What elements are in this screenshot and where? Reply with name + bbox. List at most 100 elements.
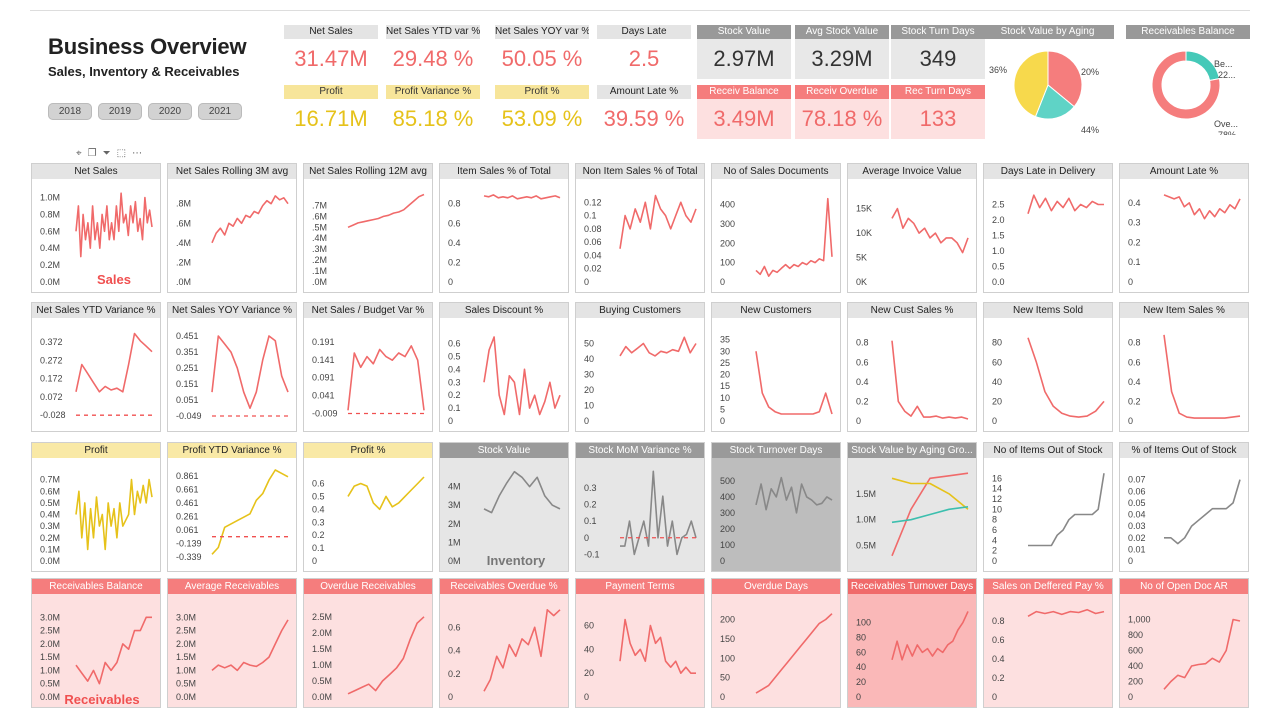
chart-title: Days Late in Delivery bbox=[984, 164, 1112, 179]
chart-tile-net-sales-rolling-3m-avg[interactable]: Net Sales Rolling 3M avg .8M .6M .4M .2M .0M bbox=[167, 163, 297, 293]
series-line-1 bbox=[891, 477, 969, 510]
chart-tile-net-sales-budget-var[interactable]: Net Sales / Budget Var % 0.191 0.141 0.091 0… bbox=[303, 302, 433, 432]
focus-mode-icon[interactable]: ⬚ bbox=[116, 148, 127, 159]
chart-title: Amount Late % bbox=[1120, 164, 1248, 179]
year-button-2021[interactable]: 2021 bbox=[198, 103, 242, 120]
kpi-card-stock-turn-days[interactable]: Stock Turn Days 349 bbox=[891, 25, 985, 79]
chart-tile-new-items-sold[interactable]: New Items Sold 80 60 40 20 0 bbox=[983, 302, 1113, 432]
kpi-card-receiv-balance[interactable]: Receiv Balance 3.49M bbox=[697, 85, 791, 139]
kpi-value: 3.29M bbox=[795, 39, 889, 79]
kpi-card-receiv-overdue[interactable]: Receiv Overdue 78.18 % bbox=[795, 85, 889, 139]
y-tick-label: 0.6M bbox=[40, 486, 60, 496]
chart-tile-net-sales-ytd-variance[interactable]: Net Sales YTD Variance % 0.372 0.272 0.172 0… bbox=[31, 302, 161, 432]
chart-tile-buying-customers[interactable]: Buying Customers 50 40 30 20 10 0 bbox=[575, 302, 705, 432]
kpi-label: Rec Turn Days bbox=[891, 85, 985, 99]
chart-tile-receivables-balance[interactable]: Receivables Balance 3.0M 2.5M 2.0M 1.5M 1.0M 0… bbox=[31, 578, 161, 708]
chart-tile-average-receivables[interactable]: Average Receivables 3.0M 2.5M 2.0M 1.5M 1.0M 0… bbox=[167, 578, 297, 708]
donut-stock-value-by-aging[interactable]: Stock Value by Aging 36% 20% 44% bbox=[981, 25, 1114, 135]
chart-title: Net Sales bbox=[32, 164, 160, 179]
y-tick-label: 0.6M bbox=[40, 226, 60, 236]
chart-tile-new-cust-sales[interactable]: New Cust Sales % 0.8 0.6 0.4 0.2 0 bbox=[847, 302, 977, 432]
chart-tile-sales-discount[interactable]: Sales Discount % 0.6 0.5 0.4 0.3 0.2 0.1 0 bbox=[439, 302, 569, 432]
y-tick-label: 2.0M bbox=[40, 639, 60, 649]
y-tick-label: 15 bbox=[720, 381, 730, 391]
chart-svg: 0.12 0.1 0.08 0.06 0.04 0.02 0 bbox=[584, 194, 697, 287]
chart-tile-overdue-receivables[interactable]: Overdue Receivables 2.5M 2.0M 1.5M 1.0M 0.5M 0… bbox=[303, 578, 433, 708]
chart-tile-stock-turnover-days[interactable]: Stock Turnover Days 500 400 300 200 100 0 bbox=[711, 442, 841, 572]
y-tick-label: 0 bbox=[1128, 692, 1133, 702]
chart-tile-of-items-out-of-stock[interactable]: % of Items Out of Stock 0.07 0.06 0.05 0.04 0… bbox=[1119, 442, 1249, 572]
y-tick-label: 1.0M bbox=[40, 665, 60, 675]
more-options-icon[interactable]: ⋯ bbox=[132, 148, 143, 159]
chart-tile-new-customers[interactable]: New Customers 35 30 25 20 15 10 5 0 bbox=[711, 302, 841, 432]
chart-tile-profit[interactable]: Profit % 0.6 0.5 0.4 0.3 0.2 0.1 0 bbox=[303, 442, 433, 572]
chart-tile-net-sales-rolling-12m-avg[interactable]: Net Sales Rolling 12M avg .7M .6M .5M .4M .3M… bbox=[303, 163, 433, 293]
copy-icon[interactable]: ❐ bbox=[87, 148, 97, 159]
kpi-card-amount-late[interactable]: Amount Late % 39.59 % bbox=[597, 85, 691, 139]
y-tick-label: 3.0M bbox=[40, 612, 60, 622]
y-tick-label: 0.261 bbox=[176, 511, 199, 521]
kpi-value: 50.05 % bbox=[495, 39, 589, 79]
kpi-card-profit[interactable]: Profit 16.71M bbox=[284, 85, 378, 139]
y-tick-label: 200 bbox=[720, 238, 735, 248]
chart-tile-receivables-turnover-days[interactable]: Receivables Turnover Days 100 80 60 40 20 0 bbox=[847, 578, 977, 708]
donut-receivables-balance[interactable]: Receivables Balance Be... 22... Ove... 78% bbox=[1126, 25, 1250, 140]
chart-tile-new-item-sales[interactable]: New Item Sales % 0.8 0.6 0.4 0.2 0 bbox=[1119, 302, 1249, 432]
year-button-2018[interactable]: 2018 bbox=[48, 103, 92, 120]
pin-icon[interactable]: ⌖ bbox=[76, 148, 82, 159]
chart-tile-days-late-in-delivery[interactable]: Days Late in Delivery 2.5 2.0 1.5 1.0 0.5 0.0 bbox=[983, 163, 1113, 293]
y-tick-label: 400 bbox=[720, 492, 735, 502]
chart-tile-sales-on-deffered-pay[interactable]: Sales on Deffered Pay % 0.8 0.6 0.4 0.2 0 bbox=[983, 578, 1113, 708]
chart-tile-amount-late[interactable]: Amount Late % 0.4 0.3 0.2 0.1 0 bbox=[1119, 163, 1249, 293]
y-tick-label: 0 bbox=[1128, 556, 1133, 566]
kpi-card-stock-value[interactable]: Stock Value 2.97M bbox=[697, 25, 791, 79]
filter-icon[interactable]: ⏷ bbox=[102, 148, 111, 159]
kpi-card-net-sales-yoy-var[interactable]: Net Sales YOY var % 50.05 % bbox=[495, 25, 589, 79]
chart-tile-net-sales-yoy-variance[interactable]: Net Sales YOY Variance % 0.451 0.351 0.251 0… bbox=[167, 302, 297, 432]
chart-tile-no-of-sales-documents[interactable]: No of Sales Documents 400 300 200 100 0 bbox=[711, 163, 841, 293]
chart-tile-net-sales[interactable]: Net Sales 1.0M 0.8M 0.6M 0.4M 0.2M 0.0M Sales bbox=[31, 163, 161, 293]
chart-tile-stock-mom-variance[interactable]: Stock MoM Variance % 0.3 0.2 0.1 0 -0.1 bbox=[575, 442, 705, 572]
y-tick-label: 1.5M bbox=[856, 489, 876, 499]
chart-tile-profit-ytd-variance[interactable]: Profit YTD Variance % 0.861 0.661 0.461 0.26… bbox=[167, 442, 297, 572]
chart-tile-no-of-items-out-of-stock[interactable]: No of Items Out of Stock 16 14 12 10 8 6 4 2 0 bbox=[983, 442, 1113, 572]
y-tick-label: 0 bbox=[584, 692, 589, 702]
kpi-card-profit[interactable]: Profit % 53.09 % bbox=[495, 85, 589, 139]
series-line-0 bbox=[75, 478, 153, 551]
chart-tile-receivables-overdue[interactable]: Receivables Overdue % 0.6 0.4 0.2 0 bbox=[439, 578, 569, 708]
chart-tile-overdue-days[interactable]: Overdue Days 200 150 100 50 0 bbox=[711, 578, 841, 708]
year-button-2020[interactable]: 2020 bbox=[148, 103, 192, 120]
chart-tile-stock-value[interactable]: Stock Value 4M 3M 2M 1M 0M Inventory bbox=[439, 442, 569, 572]
kpi-card-avg-stock-value[interactable]: Avg Stock Value 3.29M bbox=[795, 25, 889, 79]
kpi-card-net-sales-ytd-var[interactable]: Net Sales YTD var % 29.48 % bbox=[386, 25, 480, 79]
section-label-receivables: Receivables bbox=[64, 692, 139, 707]
chart-tile-stock-value-by-aging-gro[interactable]: Stock Value by Aging Gro... 1.5M 1.0M 0.5M bbox=[847, 442, 977, 572]
kpi-card-profit-variance[interactable]: Profit Variance % 85.18 % bbox=[386, 85, 480, 139]
donut-slice-1[interactable] bbox=[1151, 50, 1221, 120]
y-tick-label: 1,000 bbox=[1128, 615, 1151, 625]
y-tick-label: 2.5 bbox=[992, 200, 1005, 210]
chart-svg: 0.451 0.351 0.251 0.151 0.051 -0.049 bbox=[176, 331, 289, 421]
donut-slice-2[interactable] bbox=[1013, 50, 1049, 118]
kpi-card-net-sales[interactable]: Net Sales 31.47M bbox=[284, 25, 378, 79]
y-tick-label: 0.5M bbox=[312, 676, 332, 686]
y-tick-label: -0.139 bbox=[176, 538, 202, 548]
series-line-0 bbox=[755, 476, 833, 514]
donut-slice-0[interactable] bbox=[1047, 50, 1083, 108]
chart-tile-non-item-sales-of-total[interactable]: Non Item Sales % of Total 0.12 0.1 0.08 0.06… bbox=[575, 163, 705, 293]
kpi-card-days-late[interactable]: Days Late 2.5 bbox=[597, 25, 691, 79]
y-tick-label: 15K bbox=[856, 204, 872, 214]
chart-tile-no-of-open-doc-ar[interactable]: No of Open Doc AR 1,000 800 600 400 200 0 bbox=[1119, 578, 1249, 708]
y-tick-label: 20 bbox=[584, 668, 594, 678]
chart-svg: 3.0M 2.5M 2.0M 1.5M 1.0M 0.5M 0.0M Receivables bbox=[40, 612, 152, 707]
chart-tile-average-invoice-value[interactable]: Average Invoice Value 15K 10K 5K 0K bbox=[847, 163, 977, 293]
kpi-card-rec-turn-days[interactable]: Rec Turn Days 133 bbox=[891, 85, 985, 139]
chart-tile-profit[interactable]: Profit 0.7M 0.6M 0.5M 0.4M 0.3M 0.2M 0.1M 0.0M bbox=[31, 442, 161, 572]
y-tick-label: 0.01 bbox=[1128, 544, 1146, 554]
chart-tile-item-sales-of-total[interactable]: Item Sales % of Total 0.8 0.6 0.4 0.2 0 bbox=[439, 163, 569, 293]
y-tick-label: 0.272 bbox=[40, 355, 63, 365]
chart-tile-payment-terms[interactable]: Payment Terms 60 40 20 0 bbox=[575, 578, 705, 708]
year-button-2019[interactable]: 2019 bbox=[98, 103, 142, 120]
y-tick-label: 16 bbox=[992, 473, 1002, 483]
kpi-label: Stock Value bbox=[697, 25, 791, 39]
